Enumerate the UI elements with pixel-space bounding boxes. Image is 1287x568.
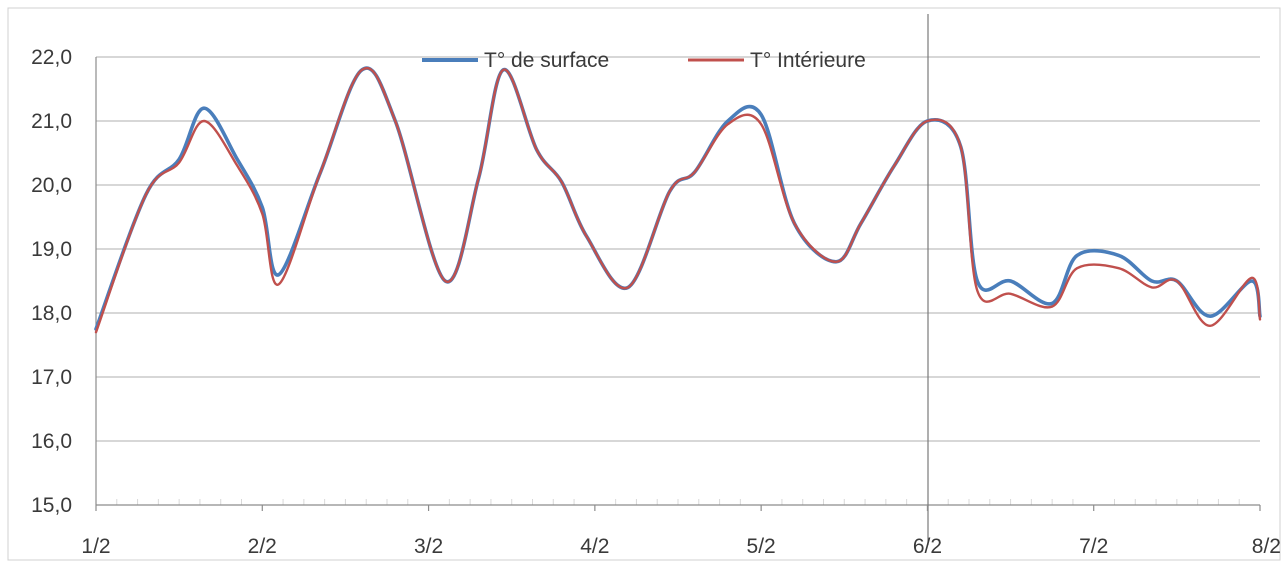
x-tick-label: 5/2	[747, 535, 776, 558]
chart-border	[8, 8, 1280, 560]
x-tick-label: 2/2	[248, 535, 277, 558]
y-tick-label: 15,0	[31, 494, 72, 517]
y-tick-label: 18,0	[31, 302, 72, 325]
y-tick-label: 21,0	[31, 110, 72, 133]
legend-label-interieure: T° Intérieure	[750, 49, 866, 72]
x-tick-label: 8/2	[1252, 535, 1281, 558]
x-tick-label: 1/2	[81, 535, 110, 558]
y-tick-label: 22,0	[31, 46, 72, 69]
legend-label-surface: T° de surface	[484, 49, 609, 72]
x-tick-label: 4/2	[580, 535, 609, 558]
y-tick-label: 20,0	[31, 174, 72, 197]
y-tick-label: 17,0	[31, 366, 72, 389]
x-tick-label: 7/2	[1079, 535, 1108, 558]
x-tick-label: 3/2	[414, 535, 443, 558]
x-tick-label: 6/2	[913, 535, 942, 558]
y-tick-label: 16,0	[31, 430, 72, 453]
y-tick-label: 19,0	[31, 238, 72, 261]
